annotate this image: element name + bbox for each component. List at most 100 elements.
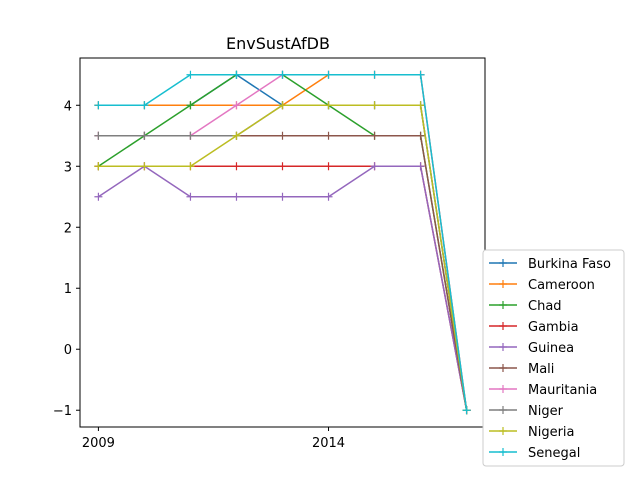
series-line: [98, 74, 468, 411]
y-tick-label: 4: [64, 99, 72, 114]
series-line: [98, 74, 468, 411]
legend-marker: [499, 448, 507, 456]
data-point: [416, 162, 425, 171]
legend-item: Burkina Faso: [489, 257, 611, 272]
legend-marker: [499, 343, 507, 351]
data-point: [416, 70, 425, 79]
legend-label: Mali: [528, 362, 554, 377]
legend: Burkina Faso Cameroon Chad Gambia Guinea Mali…: [482, 249, 625, 467]
legend-marker: [499, 322, 507, 330]
series-line: [98, 104, 468, 411]
data-point: [278, 131, 287, 140]
data-point: [186, 131, 195, 140]
data-point: [370, 101, 379, 110]
data-point: [324, 162, 333, 171]
series-8: [94, 101, 471, 415]
data-point: [140, 101, 149, 110]
series-4: [94, 162, 471, 415]
x-tick-label: 2014: [312, 436, 345, 451]
series-6: [94, 70, 471, 415]
legend-item: Senegal: [489, 446, 580, 461]
legend-item: Mauritania: [489, 383, 597, 398]
legend-item: Gambia: [489, 320, 579, 335]
legend-label: Mauritania: [528, 383, 597, 398]
data-point: [186, 162, 195, 171]
series-layer: [94, 70, 471, 415]
series-2: [94, 70, 471, 415]
data-point: [186, 101, 195, 110]
chart-title: EnvSustAfDB: [226, 34, 330, 53]
data-point: [232, 70, 241, 79]
data-point: [278, 162, 287, 171]
data-point: [94, 131, 103, 140]
series-line: [98, 74, 468, 411]
data-point: [140, 162, 149, 171]
series-line: [97, 165, 468, 411]
legend-marker: [499, 364, 507, 372]
legend-label: Chad: [528, 299, 562, 314]
series-line: [97, 74, 468, 411]
legend-item: Mali: [489, 362, 554, 377]
data-point: [94, 192, 103, 201]
data-point: [324, 101, 333, 110]
x-axis-ticks: 2009 2014: [82, 427, 345, 451]
data-point: [94, 162, 103, 171]
data-point: [232, 131, 241, 140]
legend-item: Niger: [489, 404, 564, 419]
data-point: [186, 70, 195, 79]
data-point: [232, 101, 241, 110]
y-tick-label: 0: [64, 343, 72, 358]
data-point: [94, 101, 103, 110]
legend-label: Guinea: [528, 341, 574, 356]
legend-label: Senegal: [528, 446, 580, 461]
legend-marker: [499, 280, 507, 288]
x-tick-label: 2009: [82, 436, 115, 451]
data-point: [324, 70, 333, 79]
data-point: [232, 192, 241, 201]
series-9: [94, 70, 471, 415]
series-line: [98, 104, 468, 411]
data-point: [370, 131, 379, 140]
data-point: [462, 406, 471, 415]
data-point: [370, 162, 379, 171]
data-point: [232, 162, 241, 171]
legend-label: Cameroon: [528, 278, 595, 293]
series-line: [98, 165, 468, 411]
legend-item: Cameroon: [489, 278, 595, 293]
series-7: [94, 101, 471, 415]
y-tick-label: 1: [64, 282, 72, 297]
series-0: [94, 70, 471, 415]
data-point: [278, 192, 287, 201]
legend-marker: [499, 385, 507, 393]
legend-item: Nigeria: [489, 425, 575, 440]
legend-item: Chad: [489, 299, 562, 314]
legend-item: Guinea: [489, 341, 574, 356]
legend-marker: [499, 427, 507, 435]
legend-box: [482, 249, 625, 467]
data-point: [278, 101, 287, 110]
series-line: [98, 135, 468, 411]
y-tick-label: 3: [64, 160, 72, 175]
series-line: [98, 74, 468, 411]
legend-label: Niger: [528, 404, 564, 419]
y-tick-label: 2: [64, 221, 72, 236]
data-point: [416, 131, 425, 140]
series-5: [94, 131, 471, 415]
y-axis-ticks: −1 0 1 2 3 4: [53, 99, 80, 419]
y-tick-label: −1: [53, 404, 72, 419]
data-point: [186, 192, 195, 201]
data-point: [324, 131, 333, 140]
data-point: [324, 192, 333, 201]
series-1: [94, 70, 471, 415]
plot-frame: [79, 57, 486, 428]
data-point: [416, 101, 425, 110]
legend-marker: [499, 406, 507, 414]
legend-marker: [499, 259, 507, 267]
legend-label: Gambia: [528, 320, 579, 335]
data-point: [140, 131, 149, 140]
legend-marker: [499, 301, 507, 309]
legend-label: Nigeria: [528, 425, 575, 440]
legend-label: Burkina Faso: [528, 257, 611, 272]
data-point: [278, 70, 287, 79]
